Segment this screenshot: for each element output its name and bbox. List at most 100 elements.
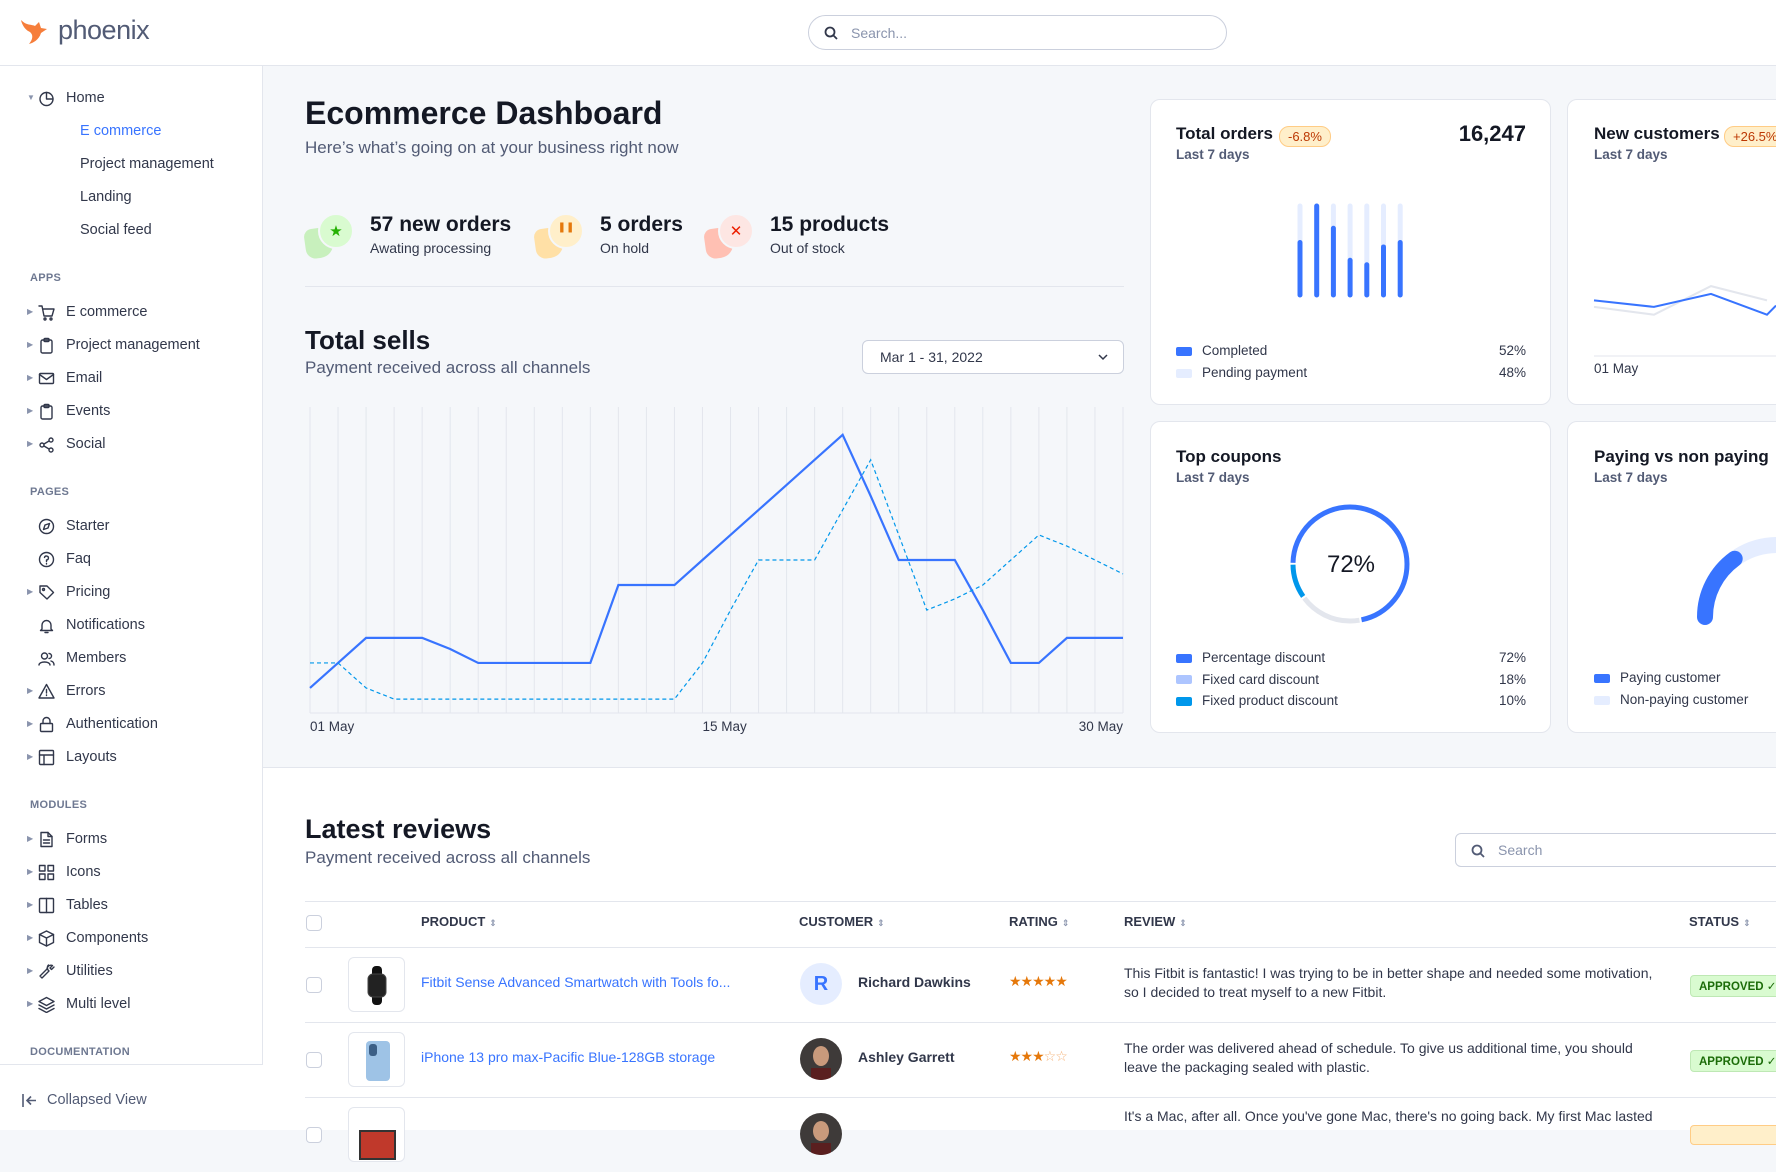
logo-text[interactable]: phoenix bbox=[58, 15, 150, 45]
legend-value: 10% bbox=[1498, 693, 1526, 708]
row-checkbox[interactable] bbox=[306, 1127, 322, 1143]
column-header-review[interactable]: REVIEW ⇕ bbox=[1124, 914, 1187, 929]
sidebar-item-label: Faq bbox=[66, 551, 91, 567]
bell-icon bbox=[38, 617, 55, 634]
customer-name[interactable]: Richard Dawkins bbox=[858, 974, 971, 990]
sidebar-item-components[interactable]: ▶ Components bbox=[0, 922, 262, 955]
new-customers-card: New customers +26.5% Last 7 days 01 May bbox=[1567, 99, 1776, 405]
collapse-view-button[interactable]: Collapsed View bbox=[20, 1091, 250, 1111]
customer-avatar[interactable]: R bbox=[800, 963, 842, 1005]
product-link[interactable]: iPhone 13 pro max-Pacific Blue-128GB sto… bbox=[421, 1049, 716, 1065]
sidebar-item-project-management[interactable]: ▶ Project management bbox=[0, 329, 262, 362]
sidebar-subitem-landing[interactable]: Landing bbox=[0, 181, 262, 214]
sidebar-item-label: Components bbox=[66, 930, 149, 946]
sidebar-item-layouts[interactable]: ▶ Layouts bbox=[0, 741, 262, 774]
sidebar-item-icons[interactable]: ▶ Icons bbox=[0, 856, 262, 889]
stat-subtitle: On hold bbox=[600, 240, 650, 256]
caret-right-icon: ▶ bbox=[27, 752, 34, 761]
sidebar-item-home[interactable]: ▼ Home bbox=[0, 82, 262, 115]
sidebar-section-label: APPS bbox=[30, 272, 62, 284]
legend-swatch bbox=[1176, 696, 1192, 706]
legend-value: 52% bbox=[1498, 343, 1526, 358]
sidebar-subitem-social-feed[interactable]: Social feed bbox=[0, 214, 262, 247]
review-text: This Fitbit is fantastic! I was trying t… bbox=[1124, 965, 1653, 1000]
change-badge: +26.5% bbox=[1724, 126, 1776, 147]
legend-label: Fixed card discount bbox=[1202, 671, 1320, 687]
sidebar-item-tables[interactable]: ▶ Tables bbox=[0, 889, 262, 922]
legend-value: 48% bbox=[1498, 365, 1526, 380]
column-header-customer[interactable]: CUSTOMER ⇕ bbox=[799, 914, 885, 929]
customer-name[interactable]: Ashley Garrett bbox=[858, 1049, 955, 1065]
columns-icon bbox=[38, 897, 55, 914]
date-range-select[interactable]: Mar 1 - 31, 2022 bbox=[862, 340, 1124, 374]
table-border bbox=[305, 901, 1776, 902]
sidebar-item-multi-level[interactable]: ▶ Multi level bbox=[0, 988, 262, 1021]
column-header-label: RATING bbox=[1009, 914, 1058, 929]
customer-avatar[interactable] bbox=[800, 1113, 842, 1155]
legend-swatch bbox=[1176, 675, 1192, 685]
sidebar-item-pricing[interactable]: ▶ Pricing bbox=[0, 576, 262, 609]
legend-item: Fixed product discount bbox=[1176, 693, 1338, 708]
grid-icon bbox=[38, 864, 55, 881]
sidebar-item-faq[interactable]: Faq bbox=[0, 543, 262, 576]
caret-right-icon: ▶ bbox=[27, 307, 34, 316]
sidebar-subitem-project-management[interactable]: Project management bbox=[0, 148, 262, 181]
sidebar-item-label: Events bbox=[66, 403, 111, 419]
caret-right-icon: ▶ bbox=[27, 867, 34, 876]
row-checkbox[interactable] bbox=[306, 977, 322, 993]
sidebar-subitem-label: E commerce bbox=[80, 123, 162, 139]
sidebar-item-events[interactable]: ▶ Events bbox=[0, 395, 262, 428]
sidebar-item-starter[interactable]: Starter bbox=[0, 510, 262, 543]
product-image[interactable] bbox=[348, 1107, 405, 1162]
sort-icon: ⇕ bbox=[489, 918, 497, 928]
sidebar-section-label: MODULES bbox=[30, 799, 88, 811]
legend-label: Fixed product discount bbox=[1202, 693, 1338, 708]
tag-icon bbox=[38, 584, 55, 601]
reviews-title: Latest reviews bbox=[305, 814, 492, 844]
row-checkbox[interactable] bbox=[306, 1052, 322, 1068]
sidebar-item-utilities[interactable]: ▶ Utilities bbox=[0, 955, 262, 988]
stat-title: 5 orders bbox=[600, 213, 683, 236]
date-range-value: Mar 1 - 31, 2022 bbox=[880, 349, 983, 365]
column-header-status[interactable]: STATUS ⇕ bbox=[1689, 914, 1751, 929]
legend-swatch bbox=[1176, 346, 1192, 356]
card-subtitle: Last 7 days bbox=[1176, 147, 1250, 162]
sidebar-item-errors[interactable]: ▶ Errors bbox=[0, 675, 262, 708]
stat-icon-circle bbox=[718, 213, 754, 249]
search-icon bbox=[824, 26, 838, 40]
stat-item: ❚❚ 5 orders On hold bbox=[533, 213, 775, 263]
reviews-search-input[interactable]: Search bbox=[1455, 833, 1776, 867]
legend-label: Pending payment bbox=[1202, 365, 1308, 380]
collapse-view-label: Collapsed View bbox=[47, 1092, 147, 1108]
column-header-rating[interactable]: RATING ⇕ bbox=[1009, 914, 1069, 929]
sidebar-item-label: Layouts bbox=[66, 749, 117, 765]
sort-icon: ⇕ bbox=[1743, 918, 1751, 928]
sidebar-item-email[interactable]: ▶ Email bbox=[0, 362, 262, 395]
table-row: R Fitbit Sense Advanced Smartwatch with T… bbox=[305, 947, 1776, 1022]
stat-title: 57 new orders bbox=[370, 213, 512, 236]
clipboard-icon bbox=[38, 337, 55, 354]
column-header-product[interactable]: PRODUCT ⇕ bbox=[421, 914, 497, 929]
sidebar-item-notifications[interactable]: Notifications bbox=[0, 609, 262, 642]
product-image[interactable] bbox=[348, 957, 405, 1012]
column-header-label: STATUS bbox=[1689, 914, 1740, 929]
sidebar-subitem-label: Social feed bbox=[80, 222, 152, 238]
cart-icon bbox=[38, 304, 55, 321]
sidebar-item-social[interactable]: ▶ Social bbox=[0, 428, 262, 461]
select-all-checkbox[interactable] bbox=[306, 915, 322, 931]
phoenix-logo-icon[interactable] bbox=[19, 16, 49, 46]
package-icon bbox=[38, 930, 55, 947]
paying-card: Paying vs non paying Last 7 days Paying … bbox=[1567, 421, 1776, 733]
customer-avatar[interactable] bbox=[800, 1038, 842, 1080]
product-image[interactable] bbox=[348, 1032, 405, 1087]
sidebar-footer: Collapsed View bbox=[0, 1064, 263, 1130]
sidebar-item-label: Social bbox=[66, 436, 106, 452]
product-link[interactable]: Fitbit Sense Advanced Smartwatch with To… bbox=[421, 974, 731, 990]
sidebar-item-e-commerce[interactable]: ▶ E commerce bbox=[0, 296, 262, 329]
sidebar-item-label: Icons bbox=[66, 864, 101, 880]
sidebar-item-forms[interactable]: ▶ Forms bbox=[0, 823, 262, 856]
search-input[interactable]: Search... bbox=[808, 15, 1227, 50]
sidebar-item-members[interactable]: Members bbox=[0, 642, 262, 675]
sidebar-subitem-e-commerce[interactable]: E commerce bbox=[0, 115, 262, 148]
sidebar-item-authentication[interactable]: ▶ Authentication bbox=[0, 708, 262, 741]
